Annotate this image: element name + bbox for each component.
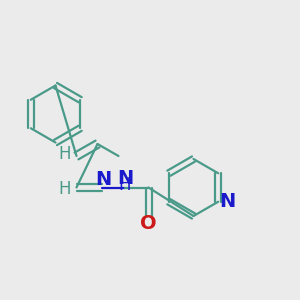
Text: O: O [140,214,157,233]
Text: N: N [95,169,112,189]
Text: H: H [59,180,71,198]
Text: H: H [119,176,131,194]
Text: N: N [219,192,235,211]
Text: N: N [117,169,133,188]
Text: H: H [59,145,71,163]
